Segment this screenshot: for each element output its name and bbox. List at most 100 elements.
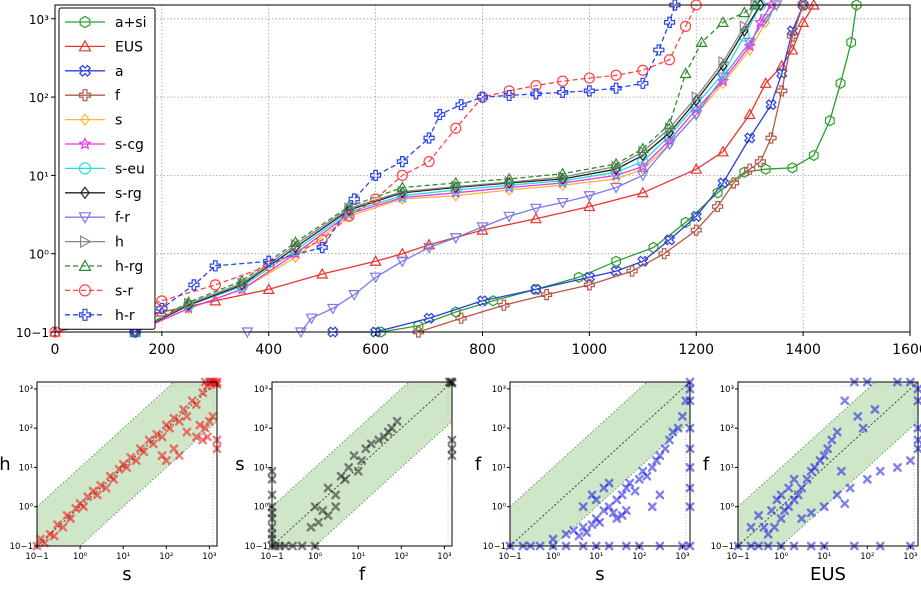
series-point-s-eu bbox=[503, 179, 515, 191]
series-point-h-r bbox=[530, 88, 542, 100]
diagonal-line bbox=[36, 381, 218, 547]
x-tick-label: 10¹ bbox=[351, 552, 365, 562]
x-tick-label: 10⁰ bbox=[73, 552, 88, 562]
series-point-h-r bbox=[396, 156, 408, 168]
series-point-h-r bbox=[637, 77, 649, 89]
scatter-point bbox=[122, 463, 132, 472]
legend-label-eus: EUS bbox=[115, 39, 143, 55]
legend-label-h-rg: h-rg bbox=[115, 259, 143, 275]
scatter-point bbox=[797, 514, 807, 523]
legend-marker-s-rg bbox=[80, 186, 90, 200]
scatter-point bbox=[79, 502, 88, 512]
scatter-point bbox=[314, 517, 323, 527]
scatter-point bbox=[906, 456, 915, 465]
scatter-point bbox=[784, 502, 794, 512]
scatter-point bbox=[174, 416, 184, 426]
y-tick-label: 10¹ bbox=[254, 463, 268, 473]
series-point-f bbox=[658, 248, 670, 260]
scatter-point bbox=[366, 439, 376, 449]
scatter-point bbox=[853, 411, 863, 421]
series-point-s-r bbox=[156, 295, 168, 307]
series-point-s-eu bbox=[396, 190, 408, 202]
legend-marker-h-rg bbox=[78, 259, 92, 271]
series-point-a-si bbox=[787, 162, 798, 174]
scatter-point bbox=[612, 514, 622, 523]
series-point-h bbox=[691, 91, 703, 104]
series-point-f-r bbox=[663, 139, 676, 151]
legend-marker-f bbox=[78, 89, 92, 102]
x-axis-label: f bbox=[359, 564, 366, 585]
legend-label-s-cg: s-cg bbox=[115, 137, 144, 153]
series-point-eus bbox=[369, 255, 382, 266]
series-point-f-r bbox=[449, 233, 462, 244]
series-point-s-r bbox=[450, 122, 462, 134]
series-point-eus bbox=[316, 267, 329, 279]
band-upper-edge bbox=[36, 381, 175, 508]
series-point-h-r bbox=[188, 279, 200, 291]
y-tick-label: 10² bbox=[720, 424, 734, 434]
scatter-point bbox=[655, 490, 665, 500]
band-lower-edge bbox=[79, 420, 218, 547]
scatter-point bbox=[587, 520, 597, 530]
scatter-point bbox=[192, 432, 201, 442]
series-point-f bbox=[498, 299, 510, 311]
series-point-a-si bbox=[573, 271, 584, 283]
band-lower-edge bbox=[314, 420, 453, 547]
series-line-h-rg bbox=[134, 4, 756, 333]
scatter-point bbox=[655, 451, 665, 461]
series-point-s-eu bbox=[450, 184, 462, 196]
series-point-h-rg bbox=[663, 118, 676, 129]
legend-label-h: h bbox=[115, 235, 124, 251]
scatter-point bbox=[770, 522, 779, 532]
legend-marker-eus bbox=[78, 39, 92, 52]
series-point-eus bbox=[529, 212, 542, 224]
series-point-h-r bbox=[263, 255, 275, 267]
x-tick-label: 10−1 bbox=[260, 552, 283, 562]
x-tick-label: 800 bbox=[469, 342, 496, 358]
scatter-point bbox=[893, 463, 902, 472]
series-point-a bbox=[610, 265, 622, 277]
series-point-h-rg bbox=[738, 6, 751, 18]
series-point-h-r bbox=[209, 260, 221, 272]
series-point-f bbox=[712, 200, 724, 213]
series-point-eus bbox=[423, 238, 436, 250]
y-tick-label: 10¹ bbox=[492, 463, 506, 473]
band-lower-edge bbox=[780, 420, 919, 547]
series-point-f bbox=[765, 132, 777, 144]
scatter-point bbox=[198, 388, 208, 398]
scatter-point bbox=[647, 502, 657, 512]
scatter-point bbox=[578, 502, 588, 512]
scatter-point bbox=[862, 474, 872, 484]
scatter-point bbox=[323, 483, 333, 493]
series-point-f-r bbox=[636, 170, 649, 182]
scatter-point bbox=[374, 435, 384, 445]
x-tick-label: 1000 bbox=[572, 342, 608, 358]
scatter-point bbox=[331, 490, 341, 500]
x-axis-label: s bbox=[595, 564, 604, 585]
scatter-point bbox=[810, 463, 820, 472]
y-tick-label: 10−1 bbox=[483, 542, 506, 552]
x-tick-label: 10³ bbox=[903, 552, 917, 562]
scatter-point bbox=[591, 495, 601, 505]
scatter-panel-s-vs-f: 10−110−1 10⁰ 10⁰ 10¹ 10¹ 10² 10² 10³ 10³ s f bbox=[475, 377, 695, 585]
scatter-point bbox=[182, 427, 192, 437]
x-axis-label: EUS bbox=[810, 564, 846, 585]
series-line-s-eu bbox=[134, 4, 761, 333]
y-tick-label: 10³ bbox=[492, 385, 506, 395]
series-point-h-r bbox=[583, 85, 595, 97]
legend-label-s-eu: s-eu bbox=[115, 161, 145, 177]
panel-frame bbox=[737, 381, 919, 547]
series-point-h-r bbox=[669, 0, 681, 11]
series-point-s-r bbox=[637, 64, 649, 76]
scatter-panel-s-vs-h: 10−110−1 10⁰ 10⁰ 10¹ 10¹ 10² 10² 10³ 10³ s h bbox=[0, 377, 222, 585]
scatter-point bbox=[92, 490, 102, 500]
series-point-a-si bbox=[611, 255, 622, 267]
series-point-h-r bbox=[434, 108, 446, 121]
series-point-eus bbox=[636, 186, 649, 198]
y-tick-label: 10¹ bbox=[720, 463, 734, 473]
series-line-h bbox=[134, 4, 756, 333]
scatter-point bbox=[45, 529, 55, 539]
series-point-h-rg bbox=[182, 295, 195, 307]
y-tick-label: 10⁰ bbox=[720, 503, 735, 513]
y-axis-label: f bbox=[475, 454, 482, 475]
